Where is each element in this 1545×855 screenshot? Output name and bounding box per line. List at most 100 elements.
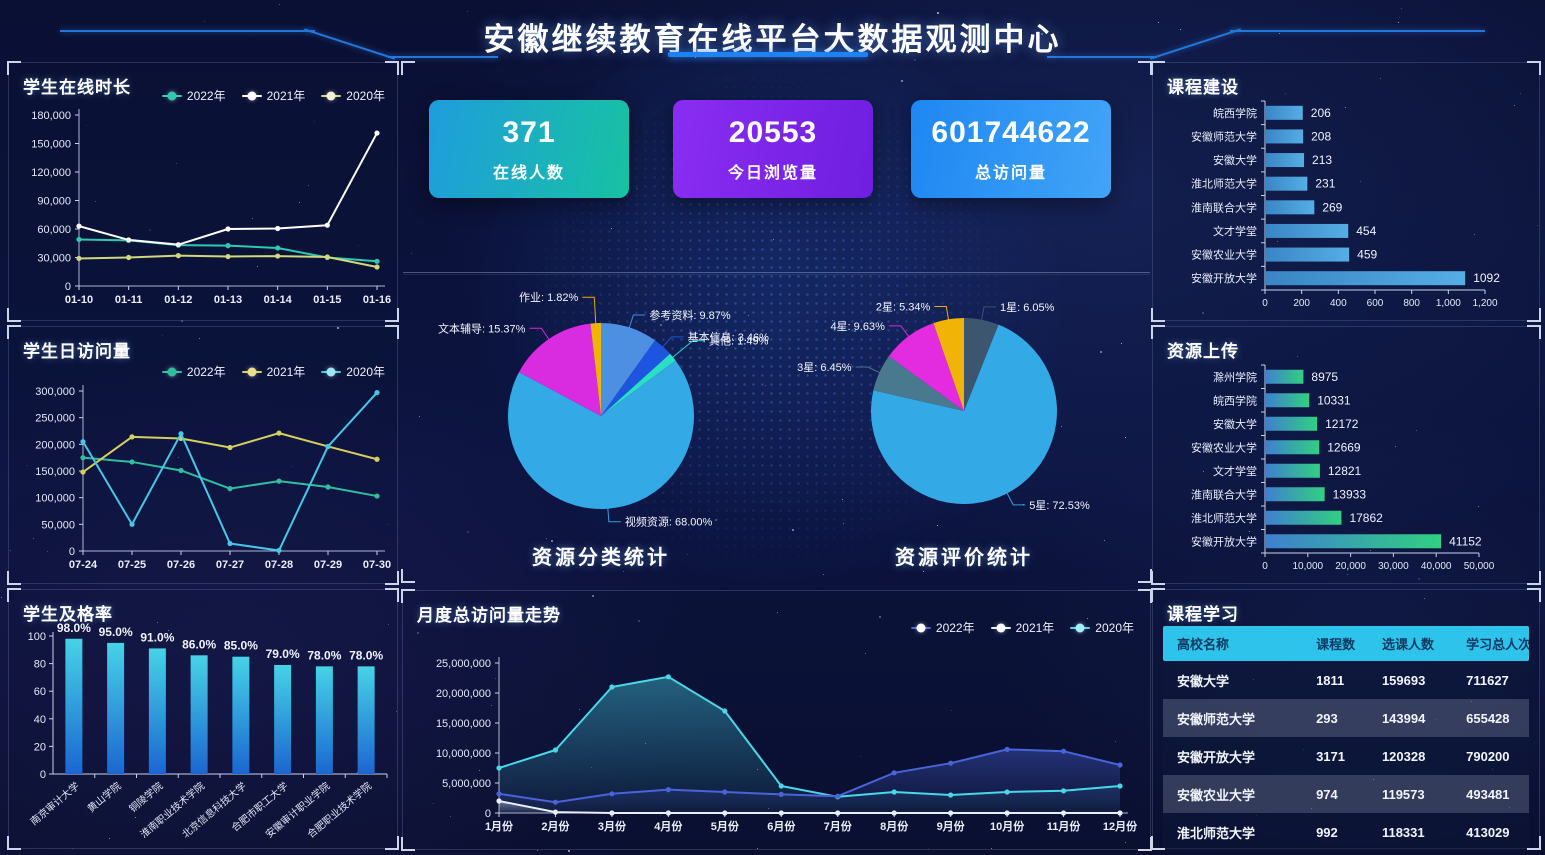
legend-line-icon xyxy=(1070,627,1090,629)
resource-upload-chart: 滁州学院 8975 皖西学院 10331 安徽大学 12172 安徽农业大学 12669 文才学… xyxy=(1153,327,1539,583)
panel-corner xyxy=(7,588,21,602)
table-cell: 1811 xyxy=(1302,673,1368,688)
panel-corner xyxy=(1138,837,1152,851)
svg-text:5月份: 5月份 xyxy=(711,819,740,833)
table-cell: 159693 xyxy=(1368,673,1452,688)
legend-item[interactable]: 2020年 xyxy=(321,363,385,380)
svg-text:213: 213 xyxy=(1312,153,1332,167)
panel-title: 学生在线时长 xyxy=(23,73,131,98)
legend-label: 2021年 xyxy=(267,363,306,380)
table-cell: 992 xyxy=(1302,825,1368,840)
svg-text:90,000: 90,000 xyxy=(37,196,71,208)
svg-text:41152: 41152 xyxy=(1449,534,1482,548)
table-cell: 711627 xyxy=(1452,673,1529,688)
panel-corner xyxy=(401,61,415,75)
svg-text:安徽大学: 安徽大学 xyxy=(1213,417,1257,431)
table-cell: 安徽农业大学 xyxy=(1163,785,1302,804)
legend-item[interactable]: 2022年 xyxy=(162,87,226,104)
legend-dot-icon xyxy=(1076,623,1085,632)
svg-text:17862: 17862 xyxy=(1349,511,1383,525)
svg-text:8月份: 8月份 xyxy=(880,819,909,833)
legend-item[interactable]: 2022年 xyxy=(911,619,975,636)
panel-title: 月度总访问量走势 xyxy=(417,601,561,626)
legend-label: 2020年 xyxy=(346,363,385,380)
svg-text:皖西学院: 皖西学院 xyxy=(1213,106,1257,120)
panel-pass-rate: 学生及格率 100 80 60 40 20 0 98.0% 南京审计大学 95.0% 黄山学院 91… xyxy=(8,589,398,849)
table-cell: 119573 xyxy=(1368,787,1452,802)
svg-text:作业: 1.82%: 作业: 1.82% xyxy=(519,291,579,304)
panel-corner xyxy=(385,571,399,585)
legend-line-icon xyxy=(991,627,1011,629)
legend-item[interactable]: 2020年 xyxy=(1070,619,1134,636)
pie-title-rating: 资源评价统计 xyxy=(814,541,1114,570)
table-cell: 118331 xyxy=(1368,825,1452,840)
legend: 2022年 2021年 2020年 xyxy=(162,87,385,104)
svg-text:60: 60 xyxy=(34,686,46,698)
panel-corner xyxy=(7,836,21,850)
table-cell: 安徽大学 xyxy=(1163,671,1302,690)
svg-text:91.0%: 91.0% xyxy=(140,630,174,644)
svg-text:铜陵学院: 铜陵学院 xyxy=(126,779,165,815)
svg-text:85.0%: 85.0% xyxy=(224,639,258,653)
svg-text:01-15: 01-15 xyxy=(313,294,341,306)
table-header-cell: 高校名称 xyxy=(1163,634,1302,653)
svg-text:01-10: 01-10 xyxy=(65,294,93,306)
svg-text:400: 400 xyxy=(1330,298,1347,309)
svg-text:800: 800 xyxy=(1403,298,1420,309)
table-cell: 974 xyxy=(1302,787,1368,802)
legend-dot-icon xyxy=(167,367,176,376)
panel-corner xyxy=(1151,588,1165,602)
stat-label: 总访问量 xyxy=(975,159,1047,183)
panel-course-construction: 课程建设 皖西学院 206 安徽师范大学 208 安徽大学 213 淮北师范大学 231 淮南联… xyxy=(1152,62,1540,321)
panel-corner xyxy=(1151,325,1165,339)
svg-text:0: 0 xyxy=(1262,561,1268,572)
svg-text:10,000: 10,000 xyxy=(1293,561,1324,572)
svg-text:78.0%: 78.0% xyxy=(307,648,341,662)
legend-item[interactable]: 2021年 xyxy=(242,363,306,380)
table-cell: 3171 xyxy=(1302,749,1368,764)
legend: 2022年 2021年 2020年 xyxy=(162,363,385,380)
panel-corner xyxy=(401,837,415,851)
table-cell: 493481 xyxy=(1452,787,1529,802)
svg-text:13933: 13933 xyxy=(1333,487,1367,501)
svg-text:12669: 12669 xyxy=(1327,440,1361,454)
svg-text:80: 80 xyxy=(34,659,46,671)
svg-text:安徽开放大学: 安徽开放大学 xyxy=(1191,534,1257,548)
stat-card-total-visits: 601744622 总访问量 xyxy=(911,100,1111,198)
legend-item[interactable]: 2021年 xyxy=(991,619,1055,636)
svg-text:淮南联合大学: 淮南联合大学 xyxy=(1191,487,1257,501)
panel-corner xyxy=(385,325,399,339)
svg-text:11月份: 11月份 xyxy=(1047,819,1082,833)
svg-text:40: 40 xyxy=(34,714,46,726)
svg-text:07-24: 07-24 xyxy=(69,559,98,571)
panel-corner xyxy=(7,308,21,322)
svg-text:07-25: 07-25 xyxy=(118,559,146,571)
svg-text:01-11: 01-11 xyxy=(115,294,143,306)
legend-item[interactable]: 2021年 xyxy=(242,87,306,104)
legend-item[interactable]: 2020年 xyxy=(321,87,385,104)
pie-title-category: 资源分类统计 xyxy=(451,541,751,570)
svg-text:2星: 5.34%: 2星: 5.34% xyxy=(876,300,931,313)
svg-text:120,000: 120,000 xyxy=(31,167,71,179)
panel-corner xyxy=(1527,61,1541,75)
svg-text:50,000: 50,000 xyxy=(41,519,75,531)
table-cell: 安徽开放大学 xyxy=(1163,747,1302,766)
svg-text:0: 0 xyxy=(40,769,46,781)
svg-text:2月份: 2月份 xyxy=(541,819,570,833)
svg-text:60,000: 60,000 xyxy=(37,224,71,236)
table-cell: 655428 xyxy=(1452,711,1529,726)
section-divider xyxy=(403,272,1150,273)
panel-daily-visits: 学生日访问量 2022年 2021年 2020年 300,000 250,000 200… xyxy=(8,326,398,584)
legend-dot-icon xyxy=(327,367,336,376)
legend-label: 2021年 xyxy=(1016,619,1055,636)
panel-online-duration: 学生在线时长 2022年 2021年 2020年 180,000 150,000 120… xyxy=(8,62,398,321)
table-header-cell: 课程数 xyxy=(1302,634,1368,653)
svg-text:250,000: 250,000 xyxy=(35,413,75,425)
svg-text:10,000,000: 10,000,000 xyxy=(436,748,491,760)
legend-line-icon xyxy=(162,371,182,373)
svg-text:文才学堂: 文才学堂 xyxy=(1213,224,1257,238)
legend-item[interactable]: 2022年 xyxy=(162,363,226,380)
panel-title: 课程建设 xyxy=(1167,73,1239,98)
svg-text:200: 200 xyxy=(1293,298,1310,309)
svg-text:0: 0 xyxy=(1262,298,1268,309)
